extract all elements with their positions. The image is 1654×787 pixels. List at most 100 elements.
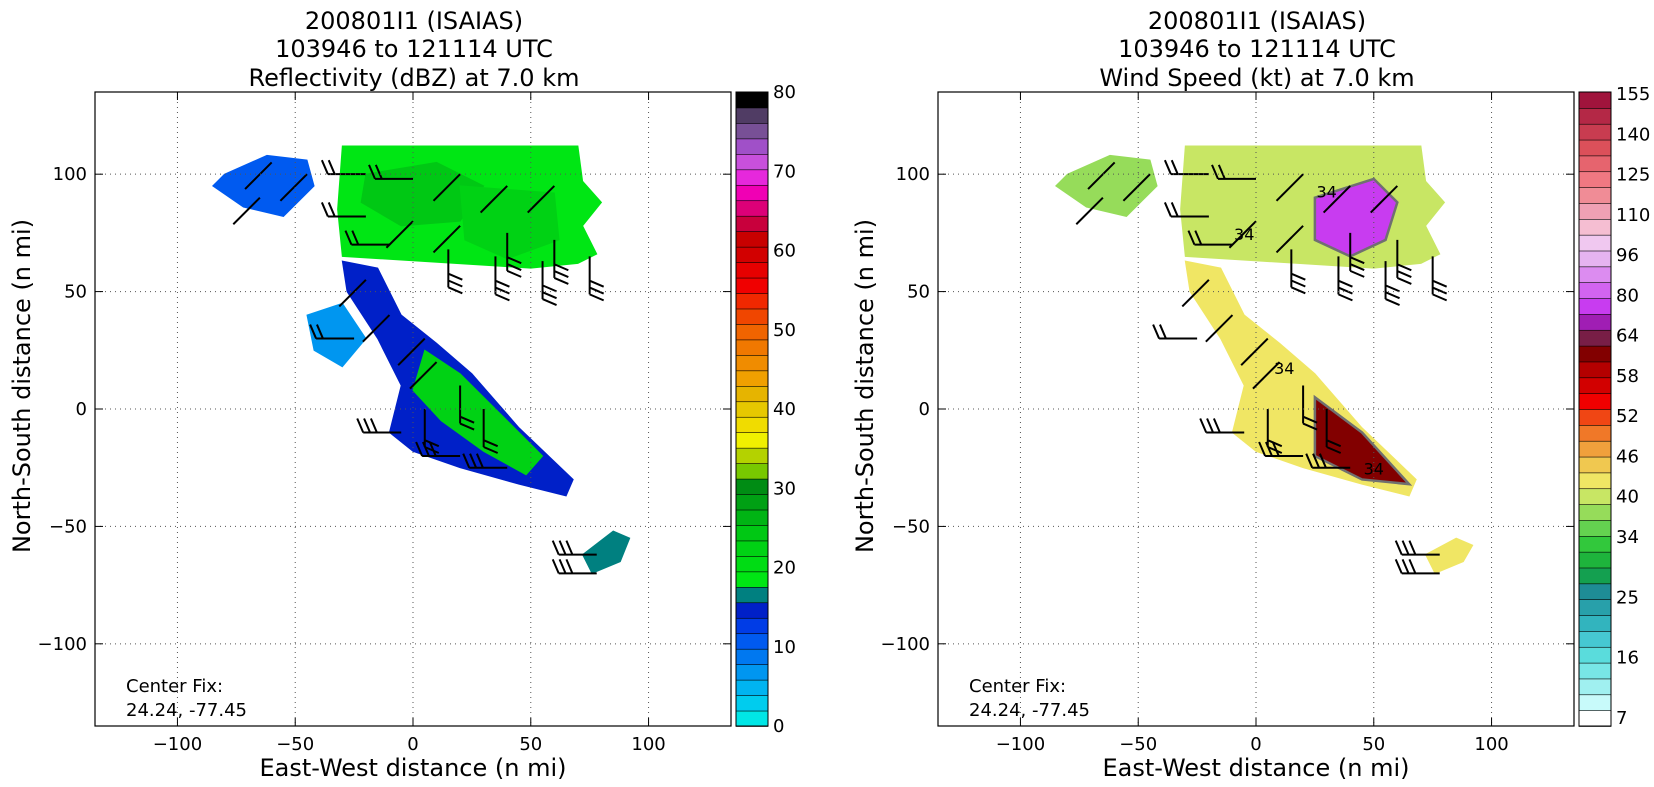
wind-barb [1349,232,1365,278]
colorbar-swatch [1578,329,1612,347]
colorbar-tick-label: 34 [1616,527,1639,548]
wind-barb [459,385,475,431]
echo-region-southeast-cell [1424,537,1474,575]
y-axis-label: North-South distance (n mi) [8,219,36,553]
colorbar-swatch [1578,250,1612,268]
echo-region-north-core-2 [459,185,560,260]
reflectivity-plot-area: −100 −50 0 50 100 −100 −50 0 50 100 [38,91,732,755]
colorbar-tick-label: 46 [1616,446,1639,467]
colorbar-tick-label: 16 [1616,648,1639,669]
wind-barb [462,453,508,469]
colorbar-swatch [1578,567,1612,585]
colorbar-swatch [735,431,769,449]
wind-barb [1240,337,1269,366]
colorbar-swatch [1578,472,1612,490]
chart-title-line-2: 103946 to 121114 UTC [275,35,553,63]
chart-title-line-1: 200801I1 (ISAIAS) [1148,7,1366,35]
colorbar-tick-label: 10 [773,637,796,658]
colorbar-swatch [735,416,769,433]
y-tick-label: −50 [49,516,87,537]
y-tick-label: −100 [38,634,87,655]
colorbar-tick-label: 58 [1616,366,1639,387]
echo-region-north-band [1180,145,1446,269]
colorbar-tick-label: 0 [773,716,784,737]
colorbar-tick-label: 155 [1616,84,1650,105]
colorbar-swatch [735,323,769,341]
colorbar-swatch [735,261,769,279]
wind-barb [356,418,402,434]
wind-barb [1163,159,1209,176]
colorbar-swatch [735,679,769,696]
wind-barb [1394,558,1440,575]
wind-barb [320,202,366,218]
colorbar-swatch [735,385,769,403]
wind-barb [1337,256,1353,302]
contour-34-line [1313,177,1399,258]
contour-label: 34 [1316,183,1336,202]
wind-barb [1325,409,1342,454]
wind-barb [244,161,273,190]
colorbar-tick-label: 96 [1616,245,1639,266]
colorbar-swatch [1578,123,1612,141]
colorbar-swatch [1578,519,1612,537]
wind-barb [1290,249,1306,295]
colorbar-swatch [735,107,769,124]
wind-barb [551,540,597,556]
colorbar-swatch [1578,345,1612,363]
colorbar-swatch [1578,693,1612,711]
colorbar-swatch [1578,361,1612,379]
colorbar-swatch [735,370,769,387]
y-tick-label: 50 [907,282,930,303]
x-tick-label: −100 [153,734,202,755]
echo-region-northwest-cell [1054,154,1158,218]
colorbar-swatch [735,524,769,542]
wind-barb [1384,261,1400,306]
y-tick-label: 50 [64,282,87,303]
wind-barb [1152,324,1198,340]
colorbar-swatch [735,339,769,356]
wind-barb [1252,361,1281,390]
wind-barb [432,173,461,202]
colorbar-swatch [1578,170,1612,188]
colorbar-swatch [735,122,769,140]
colorbar-tick-label: 40 [773,399,796,420]
colorbar-swatch [735,199,769,217]
colorbar-swatch [1578,646,1612,664]
wind-barb [397,337,426,366]
wind-barb [1396,239,1412,285]
x-tick-label: −100 [996,734,1045,755]
colorbar-swatch [735,230,769,248]
y-tick-label: −50 [892,516,930,537]
echo-region-northwest-cell [211,154,315,218]
colorbar-swatch [735,710,769,727]
colorbar-tick-label: 30 [773,478,796,499]
colorbar-swatch [1578,662,1612,680]
x-tick-label: 0 [1250,734,1261,755]
wind-barb [423,409,440,454]
colorbar-frame [735,91,769,727]
colorbar-swatch [735,648,769,665]
colorbar-swatch [1578,456,1612,474]
y-tick-label: 0 [76,399,87,420]
colorbar-tick-label: 80 [1616,285,1639,306]
colorbar-swatch [735,509,769,526]
colorbar-swatch [1578,709,1612,727]
wind-barb [368,164,413,180]
colorbar-swatch [735,292,769,310]
wind-barb [1205,314,1234,343]
x-tick-label: −50 [1119,734,1157,755]
colorbar-swatch [735,138,769,155]
colorbar-swatch [1578,535,1612,553]
colorbar-tick-label: 110 [1616,205,1650,226]
colorbar-frame [1578,91,1612,727]
colorbar-swatch [735,617,769,635]
chart-title-line-2: 103946 to 121114 UTC [1118,35,1396,63]
wind-barb [409,361,438,390]
colorbar-tick-label: 50 [773,320,796,341]
colorbar-tick-label: 125 [1616,165,1650,186]
wind-barb [1305,453,1351,469]
colorbar-swatch [1578,503,1612,521]
colorbar-tick-label: 140 [1616,124,1650,145]
colorbar-swatch [735,555,769,573]
colorbar-tick-label: 64 [1616,326,1639,347]
